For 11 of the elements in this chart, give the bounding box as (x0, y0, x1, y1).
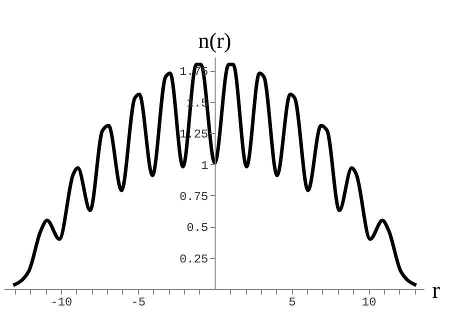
y-tick-label: 0.75 (179, 190, 208, 204)
line-series (11, 62, 418, 288)
x-axis-title: r (432, 278, 440, 304)
x-tick-label: -5 (131, 296, 146, 310)
y-tick-label: 0.5 (186, 221, 208, 236)
x-tick-label: 5 (288, 296, 296, 310)
y-axis-title: n(r) (198, 28, 232, 53)
x-tick-label: 10 (362, 296, 376, 310)
y-tick-label: 1 (201, 158, 208, 173)
x-tick-label: -10 (50, 296, 72, 310)
y-tick-label: 0.25 (179, 252, 208, 266)
